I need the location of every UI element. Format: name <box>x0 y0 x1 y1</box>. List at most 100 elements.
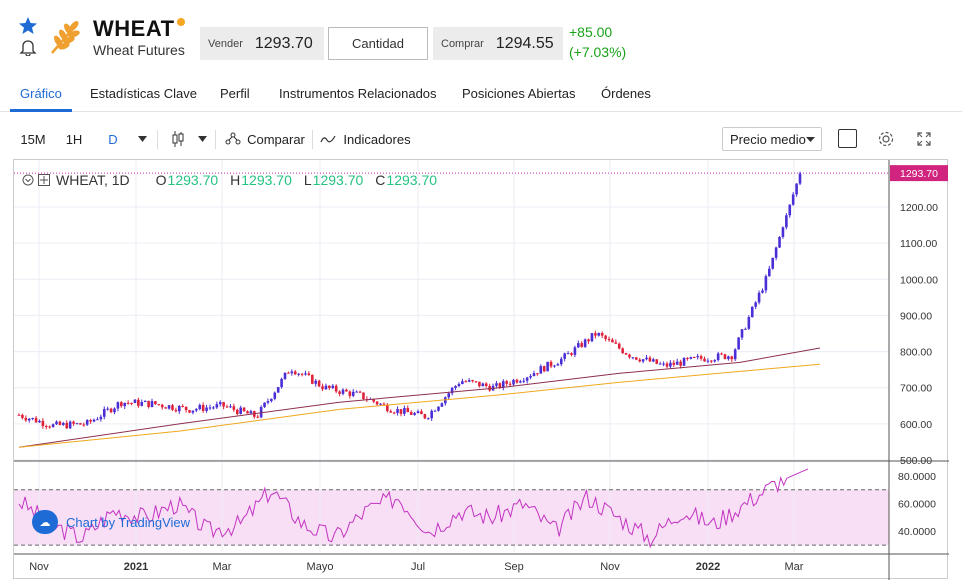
quantity-input[interactable]: Cantidad <box>328 27 428 60</box>
compare-icon[interactable] <box>224 131 242 147</box>
sell-price: 1293.70 <box>254 34 313 52</box>
candle-body <box>484 383 488 386</box>
candle-body <box>665 363 669 367</box>
rsi-tick-label: 40.0000 <box>898 526 936 538</box>
candle-body <box>406 407 410 413</box>
legend-title: WHEAT, 1D <box>56 172 130 188</box>
candle-body <box>645 357 648 360</box>
bell-icon[interactable] <box>19 38 37 56</box>
compare-button[interactable]: Comparar <box>247 132 305 147</box>
candle-body <box>75 423 79 425</box>
chart-type-dropdown-icon[interactable] <box>198 136 207 142</box>
candle-body <box>191 410 195 413</box>
legend-l-label: L <box>303 172 312 188</box>
candle-body <box>44 426 48 428</box>
candle-body <box>348 391 352 396</box>
candle-body <box>532 373 536 377</box>
add-symbol-icon[interactable] <box>38 174 50 186</box>
indicators-icon[interactable] <box>320 133 336 145</box>
candle-body <box>62 422 65 425</box>
candle-body <box>372 399 375 402</box>
candle-body <box>675 361 679 365</box>
candle-body <box>55 421 58 425</box>
rsi-line <box>18 468 809 549</box>
candle-body <box>720 353 723 355</box>
candle-body <box>409 412 413 415</box>
candle-body <box>423 414 427 419</box>
candle-body <box>774 247 778 258</box>
candle-body <box>249 411 253 414</box>
candle-body <box>750 306 754 318</box>
candle-body <box>655 359 659 364</box>
buy-label: Comprar <box>441 37 484 50</box>
candle-body <box>580 343 584 347</box>
fullscreen-toggle[interactable] <box>838 129 857 148</box>
candle-body <box>542 366 546 372</box>
tab-grafico[interactable]: Gráfico <box>20 86 62 101</box>
tab-ordenes[interactable]: Órdenes <box>601 86 651 101</box>
chart-canvas[interactable]: 1200.00 1100.00 1000.00 900.00 800.00 700.00 6… <box>14 160 949 580</box>
candle-body <box>345 389 348 392</box>
candle-body <box>614 342 618 344</box>
candle-body <box>617 343 621 349</box>
candle-body <box>126 402 130 404</box>
expand-icon[interactable] <box>917 132 931 146</box>
gear-icon[interactable] <box>877 130 895 148</box>
candle-body <box>573 347 577 355</box>
tab-estadisticas[interactable]: Estadísticas Clave <box>90 86 197 101</box>
candle-body <box>416 411 420 414</box>
interval-15m-button[interactable]: 15M <box>20 132 46 147</box>
candle-body <box>297 373 300 375</box>
candle-body <box>471 380 474 382</box>
candle-body <box>287 372 290 374</box>
legend-open: 1293.70 <box>167 172 219 188</box>
tradingview-badge[interactable]: ☁ Chart by TradingView <box>32 510 190 534</box>
candle-body <box>290 371 294 374</box>
indicators-button[interactable]: Indicadores <box>343 132 411 147</box>
toolbar-divider <box>215 130 216 149</box>
candle-body <box>225 406 229 408</box>
candle-body <box>51 424 55 428</box>
buy-button[interactable]: Comprar 1294.55 <box>433 27 563 60</box>
candle-body <box>611 339 614 343</box>
candle-body <box>205 407 208 411</box>
candle-body <box>324 385 328 390</box>
sell-button[interactable]: Vender 1293.70 <box>200 27 324 60</box>
candle-body <box>283 372 287 379</box>
candle-body <box>89 420 92 422</box>
candle-body <box>727 356 730 359</box>
change-percent: (+7.03%) <box>569 44 627 60</box>
price-mode-select[interactable]: Precio medio <box>722 127 822 151</box>
candle-body <box>669 362 672 367</box>
toolbar-divider <box>157 130 158 149</box>
tab-perfil[interactable]: Perfil <box>220 86 250 101</box>
tab-bar: Gráfico Estadísticas Clave Perfil Instru… <box>0 76 962 112</box>
candle-body <box>577 343 580 348</box>
candle-body <box>65 422 69 429</box>
interval-dropdown-icon[interactable] <box>138 136 147 142</box>
candle-body <box>795 183 798 195</box>
legend-c-label: C <box>375 172 386 188</box>
tab-posiciones[interactable]: Posiciones Abiertas <box>462 86 576 101</box>
star-icon[interactable] <box>18 16 38 36</box>
interval-1h-button[interactable]: 1H <box>65 132 83 147</box>
price-chart[interactable]: 1200.00 1100.00 1000.00 900.00 800.00 700.00 6… <box>13 159 949 580</box>
change-absolute: +85.00 <box>569 24 613 40</box>
candle-body <box>48 426 51 428</box>
tab-instrumentos[interactable]: Instrumentos Relacionados <box>279 86 437 101</box>
candle-type-icon[interactable] <box>170 130 186 148</box>
active-tab-underline <box>10 109 72 112</box>
collapse-icon[interactable] <box>22 174 34 186</box>
candle-body <box>235 409 239 414</box>
candle-body <box>382 403 386 405</box>
candle-body <box>512 379 515 385</box>
candle-body <box>600 333 604 336</box>
last-price-badge <box>890 165 948 182</box>
candle-body <box>454 385 457 388</box>
candle-body <box>375 401 379 405</box>
price-tick-label: 600.00 <box>900 419 932 431</box>
candle-body <box>525 377 529 381</box>
candle-body <box>597 333 601 336</box>
interval-d-button[interactable]: D <box>108 132 118 147</box>
price-tick-label: 1100.00 <box>900 238 937 250</box>
